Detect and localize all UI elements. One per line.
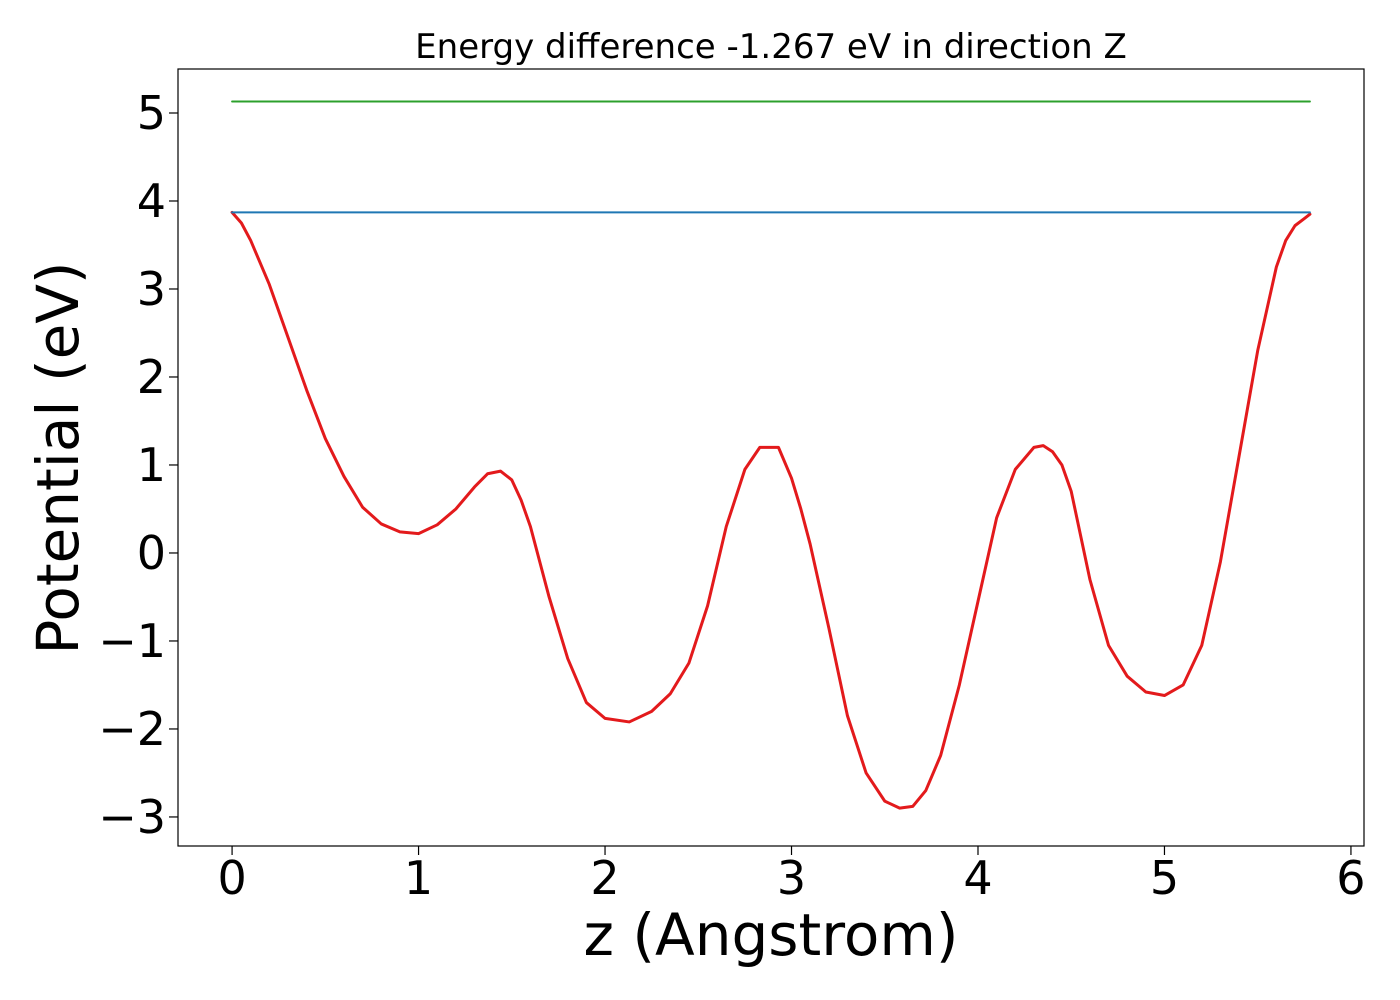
plot-area [177, 68, 1365, 847]
x-axis: 0 1 2 3 4 5 6 [217, 846, 1366, 905]
chart-title: Energy difference -1.267 eV in direction… [415, 27, 1127, 67]
series-line-potential [230, 210, 1312, 810]
x-tick-label: 6 [1336, 851, 1365, 905]
y-tick-label: 3 [137, 262, 166, 316]
y-tick-label: −3 [98, 790, 166, 844]
y-tick-label: 5 [137, 86, 166, 140]
y-tick-label: 2 [137, 350, 166, 404]
x-tick-label: 5 [1150, 851, 1179, 905]
x-tick-label: 4 [963, 851, 992, 905]
x-tick-label: 3 [777, 851, 806, 905]
y-tick-label: 4 [137, 174, 166, 228]
x-tick-label: 0 [217, 851, 246, 905]
y-axis-label: Potential (eV) [24, 261, 92, 654]
x-tick-label: 2 [590, 851, 619, 905]
plot-frame [177, 68, 1365, 847]
y-tick-label: 0 [137, 526, 166, 580]
series-layer [230, 100, 1312, 810]
y-tick-label: −1 [98, 614, 166, 668]
y-tick-label: −2 [98, 702, 166, 756]
x-tick-label: 1 [404, 851, 433, 905]
y-axis: −3 −2 −1 0 1 2 3 4 5 [98, 86, 178, 844]
y-tick-label: 1 [137, 438, 166, 492]
x-axis-label: z (Angstrom) [584, 901, 959, 969]
